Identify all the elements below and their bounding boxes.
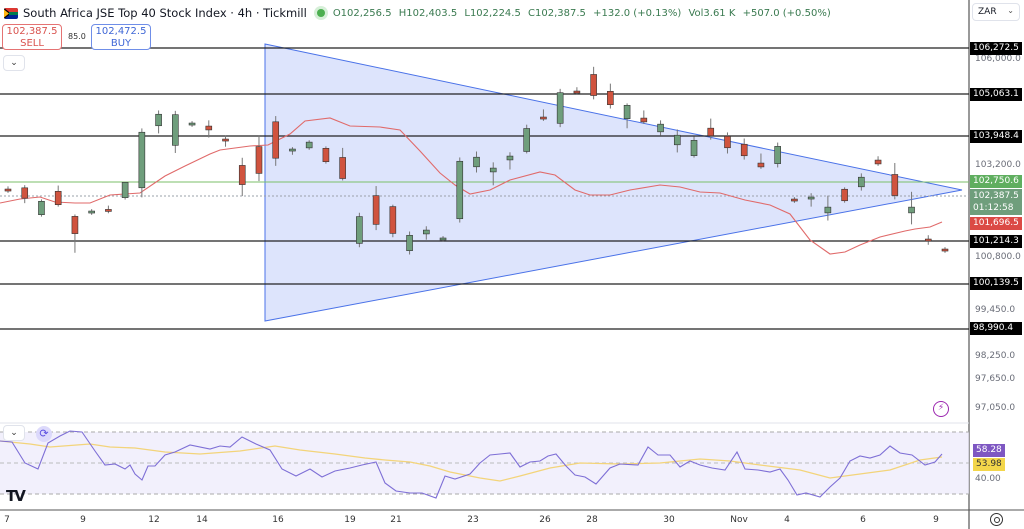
time-axis-label: 6 [860, 515, 866, 525]
buy-label: BUY [110, 38, 132, 49]
low-value: L102,224.5 [464, 7, 521, 19]
price-axis-label: 100,800.0 [975, 252, 1021, 262]
time-axis-label: 21 [390, 515, 402, 525]
buy-price: 102,472.5 [95, 26, 147, 37]
volume-change-value: +507.0 (+0.50%) [742, 7, 831, 19]
tradingview-logo[interactable]: TV [6, 487, 26, 505]
high-value: H102,403.5 [398, 7, 458, 19]
currency-select[interactable]: ZAR ⌄ [972, 3, 1020, 21]
south-africa-flag-icon [4, 7, 18, 19]
chevron-down-icon: ⌄ [10, 58, 18, 68]
time-axis-label: 23 [467, 515, 479, 525]
price-axis-label: 98,250.0 [975, 351, 1016, 361]
time-axis-label: 7 [4, 515, 10, 525]
chevron-down-icon: ⌄ [1007, 6, 1014, 15]
open-value: O102,256.5 [332, 7, 392, 19]
level-price-tag: 105,063.1 [970, 88, 1022, 101]
bar-countdown: 01:12:58 [973, 203, 1014, 213]
time-axis-label: 9 [80, 515, 86, 525]
level-price-tag: 106,272.5 [970, 42, 1022, 55]
chevron-down-icon: ⌄ [10, 428, 18, 438]
time-axis-label: 16 [272, 515, 284, 525]
settings-gear-icon[interactable] [990, 513, 1003, 526]
time-axis-label: 26 [539, 515, 551, 525]
sell-button[interactable]: 102,387.5 SELL [2, 24, 62, 50]
time-axis-label: 19 [344, 515, 356, 525]
sell-label: SELL [20, 38, 44, 49]
last-price-tag: 102,387.5 01:12:58 [970, 189, 1022, 215]
price-axis-label: 97,650.0 [975, 374, 1016, 384]
level-price-tag: 103,948.4 [970, 130, 1022, 143]
symbol-title[interactable]: South Africa JSE Top 40 Stock Index · 4h… [23, 6, 307, 20]
collapse-rsi-button[interactable]: ⌄ [3, 425, 25, 441]
time-axis-label: 9 [933, 515, 939, 525]
rsi-ma-value-tag: 53.98 [973, 458, 1005, 471]
lightning-icon[interactable]: ⚡ [933, 401, 949, 417]
ohlc-values: O102,256.5 H102,403.5 L102,224.5 C102,38… [333, 8, 835, 19]
time-axis-label: 12 [148, 515, 160, 525]
currency-value: ZAR [978, 7, 997, 17]
rsi-level-label: 40.00 [975, 474, 1001, 484]
price-axis-label: 97,050.0 [975, 403, 1016, 413]
rsi-value-tag: 58.28 [973, 444, 1005, 457]
spread-value: 85.0 [68, 32, 86, 41]
ema-price-tag: 101,696.5 [970, 217, 1022, 230]
change-value: +132.0 (+0.13%) [593, 7, 682, 19]
level-price-tag: 98,990.4 [970, 322, 1022, 335]
level-price-tag: 101,214.3 [970, 235, 1022, 248]
volume-value: Vol3.61 K [688, 7, 736, 19]
candlestick-series [4, 66, 949, 255]
time-axis-label: Nov [730, 515, 748, 525]
time-axis-label: 28 [586, 515, 598, 525]
time-axis-label: 14 [196, 515, 208, 525]
buy-button[interactable]: 102,472.5 BUY [91, 24, 151, 50]
chart-header: South Africa JSE Top 40 Stock Index · 4h… [4, 4, 835, 22]
collapse-legend-button[interactable]: ⌄ [3, 55, 25, 71]
price-axis-label: 106,000.0 [975, 54, 1021, 64]
time-axis-label: 30 [663, 515, 675, 525]
refresh-icon[interactable]: ⟳ [36, 426, 52, 442]
last-price: 102,387.5 [973, 191, 1019, 201]
time-axis-label: 4 [784, 515, 790, 525]
sell-price: 102,387.5 [6, 26, 58, 37]
close-value: C102,387.5 [528, 7, 586, 19]
price-axis-label: 99,450.0 [975, 305, 1016, 315]
level-price-tag: 100,139.5 [970, 277, 1022, 290]
market-status-icon [316, 9, 325, 17]
price-axis-label: 103,200.0 [975, 160, 1021, 170]
sma-price-tag: 102,750.6 [970, 175, 1022, 188]
